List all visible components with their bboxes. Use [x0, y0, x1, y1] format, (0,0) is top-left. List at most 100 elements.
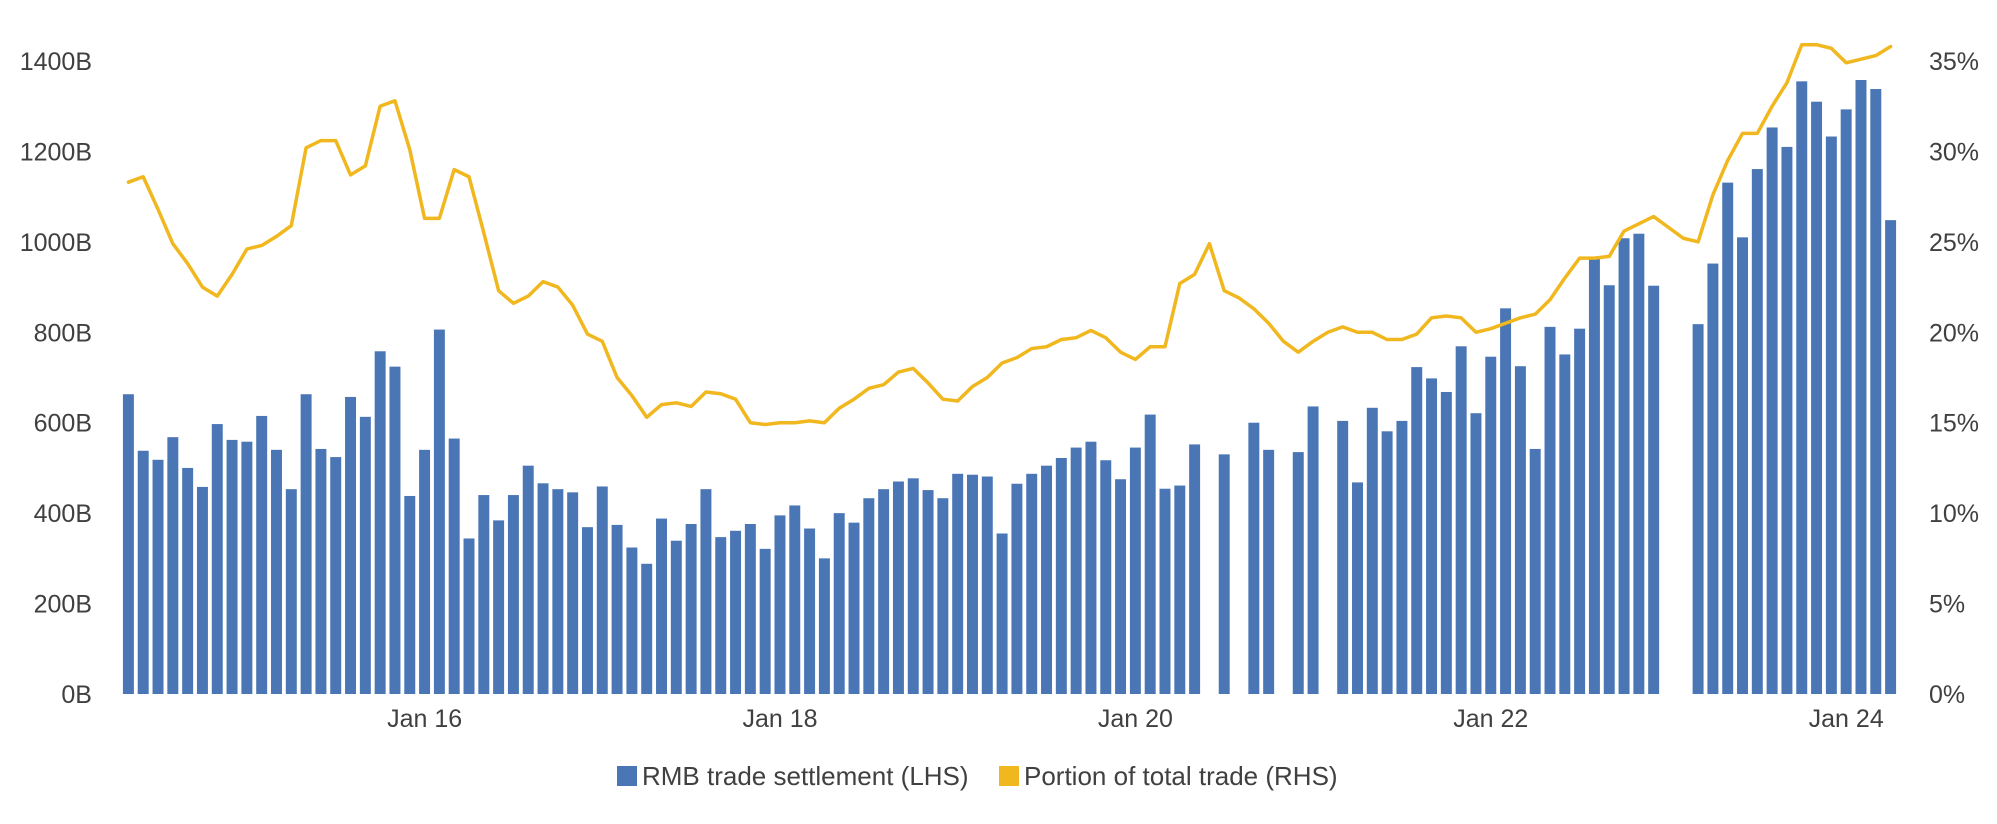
bar: [1381, 431, 1393, 694]
bar: [1263, 449, 1275, 694]
bar: [937, 498, 949, 694]
bar: [374, 351, 386, 694]
right-axis-tick-label: 30%: [1929, 138, 1979, 166]
bar: [1440, 391, 1452, 694]
right-axis-tick-label: 15%: [1929, 410, 1979, 438]
x-axis-tick-label: Jan 20: [1098, 705, 1173, 733]
bar: [1559, 354, 1571, 694]
bar: [241, 441, 253, 694]
bar: [981, 476, 993, 694]
bar: [1055, 457, 1067, 694]
right-axis-tick-label: 35%: [1929, 48, 1979, 76]
bar: [226, 439, 238, 694]
bar: [1885, 220, 1897, 694]
bar: [389, 366, 401, 694]
left-axis-tick-label: 1400B: [20, 48, 92, 76]
bar: [433, 329, 445, 694]
bar: [211, 424, 223, 694]
bar: [1825, 136, 1837, 694]
left-axis-ticks: 0B 200B 400B 600B 800B 1000B 1200B 1400B: [20, 48, 92, 709]
bar: [1085, 441, 1097, 694]
bar: [1855, 79, 1867, 695]
legend-swatch-portion-of-total-trade: [999, 766, 1019, 786]
bar: [581, 527, 593, 694]
right-axis-tick-label: 25%: [1929, 229, 1979, 257]
bar: [196, 486, 208, 694]
bar: [1011, 483, 1023, 694]
legend-label-rmb-trade-settlement: RMB trade settlement (LHS): [642, 761, 969, 791]
bar: [315, 448, 327, 694]
legend: RMB trade settlement (LHS) Portion of to…: [617, 761, 1338, 791]
bar: [804, 528, 816, 694]
x-axis-tick-label: Jan 16: [387, 705, 462, 733]
bar: [182, 467, 194, 694]
left-axis-tick-label: 600B: [34, 410, 92, 438]
right-axis-tick-label: 10%: [1929, 500, 1979, 528]
bar: [1426, 378, 1438, 694]
bar: [1337, 420, 1349, 694]
bar: [1248, 422, 1260, 694]
bar: [1396, 420, 1408, 694]
bar: [1766, 127, 1778, 695]
bar: [330, 457, 342, 694]
bar: [1618, 238, 1630, 695]
bar: [892, 481, 904, 694]
bar: [1485, 356, 1497, 694]
bar: [626, 547, 638, 694]
bar: [907, 478, 919, 694]
bar: [1781, 146, 1793, 694]
bar: [1100, 460, 1112, 694]
bar: [1574, 328, 1586, 694]
bar: [419, 449, 431, 694]
right-axis-tick-label: 0%: [1929, 681, 1965, 709]
series-line-portion-of-total-trade: [126, 42, 1893, 427]
bar: [759, 548, 771, 694]
bar: [1218, 454, 1230, 694]
bar: [1588, 257, 1600, 694]
bar: [478, 495, 490, 694]
x-axis-ticks: Jan 16 Jan 18 Jan 20 Jan 22 Jan 24: [387, 705, 1884, 733]
bar: [611, 524, 623, 694]
bar: [730, 530, 742, 694]
x-axis-tick-label: Jan 24: [1809, 705, 1884, 733]
bar: [863, 498, 875, 694]
legend-label-portion-of-total-trade: Portion of total trade (RHS): [1024, 761, 1338, 791]
bar: [1500, 308, 1512, 694]
left-axis-tick-label: 200B: [34, 591, 92, 619]
bar: [1648, 285, 1660, 694]
bar: [1840, 109, 1852, 694]
bar: [1529, 448, 1541, 694]
bar: [744, 523, 756, 694]
bar: [922, 490, 934, 694]
bar: [1707, 263, 1719, 694]
left-axis-tick-label: 1000B: [20, 229, 92, 257]
left-axis-tick-label: 800B: [34, 319, 92, 347]
bar: [1796, 81, 1808, 695]
bar: [537, 483, 549, 694]
bars-layer: [122, 79, 1897, 695]
bar: [1722, 182, 1734, 694]
bar: [1144, 414, 1156, 694]
bar: [137, 450, 149, 694]
bar: [1115, 479, 1127, 694]
bar: [996, 533, 1008, 694]
bar: [1026, 473, 1038, 694]
bar: [1041, 465, 1052, 694]
bar: [774, 515, 786, 694]
bar: [656, 518, 667, 694]
bar: [300, 394, 312, 694]
bar: [789, 505, 801, 694]
bar: [256, 415, 268, 694]
bar: [1811, 101, 1823, 694]
right-axis-tick-label: 20%: [1929, 319, 1979, 347]
bar: [1174, 485, 1186, 694]
bar: [833, 513, 845, 694]
bar: [685, 523, 697, 694]
x-axis-tick-label: Jan 18: [742, 705, 817, 733]
bar: [1307, 406, 1319, 694]
bar: [1366, 407, 1378, 694]
bar: [1129, 447, 1141, 694]
bar: [448, 438, 460, 694]
